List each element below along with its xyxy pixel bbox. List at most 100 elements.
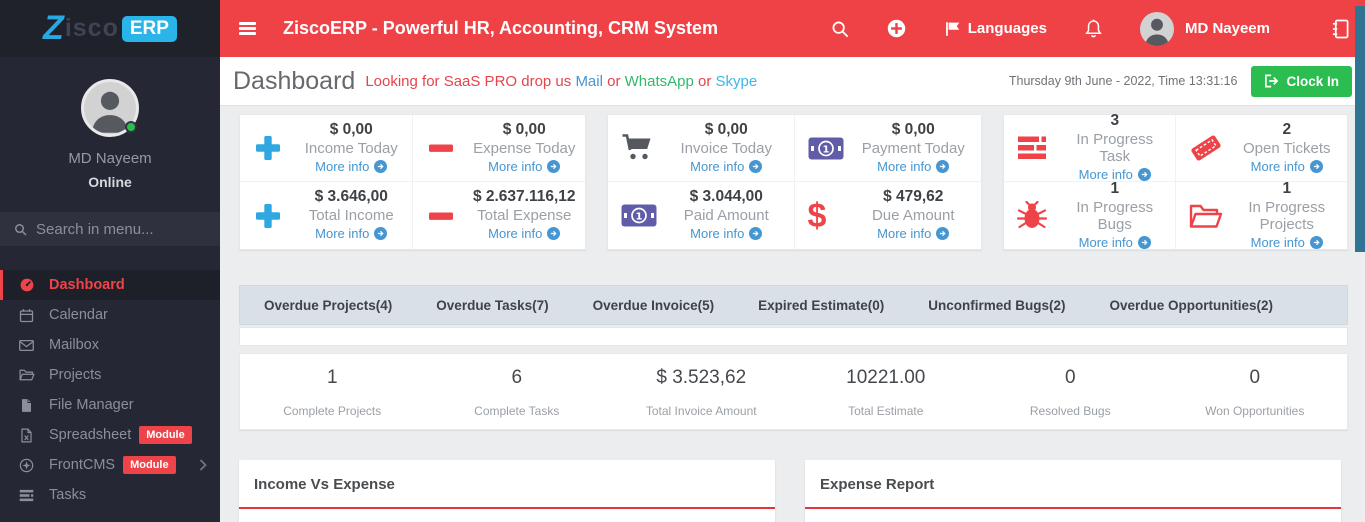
tab-unconfirmed-bugs[interactable]: Unconfirmed Bugs(2)	[928, 297, 1066, 313]
vertical-scrollbar[interactable]	[1355, 6, 1365, 252]
sidebar-item-calendar[interactable]: Calendar	[0, 300, 220, 330]
stat-value: $ 479,62	[883, 188, 944, 205]
logbook-button[interactable]	[1332, 19, 1349, 39]
notifications-button[interactable]	[1085, 19, 1102, 38]
cms-star-icon	[17, 458, 36, 473]
summary-value: 10221.00	[846, 367, 926, 388]
more-info-link[interactable]: More info	[488, 158, 561, 174]
more-info-label: More info	[1078, 167, 1133, 182]
tab-overdue-tasks[interactable]: Overdue Tasks(7)	[436, 297, 549, 313]
sidebar-user-status: Online	[88, 174, 132, 190]
more-info-link[interactable]: More info	[315, 159, 388, 174]
sidebar-item-tasks[interactable]: Tasks	[0, 480, 220, 510]
stat-cell-in-progress-projects: 1 In Progress Projects More info	[1176, 180, 1348, 250]
more-info-link[interactable]: More info	[877, 226, 950, 241]
sidebar-item-label: Projects	[49, 367, 102, 383]
summary-complete-projects: 1 Complete Projects	[240, 367, 425, 429]
navbar-search-button[interactable]	[831, 20, 849, 38]
stat-cell-total-expense: $ 2.637.116,12 Total Expense More info	[413, 182, 586, 249]
user-avatar[interactable]	[81, 79, 139, 137]
money-bill-icon: 1	[808, 137, 854, 160]
online-status-dot	[125, 121, 137, 133]
sidebar-item-label: Spreadsheet	[49, 427, 132, 443]
sidebar: ZiscoERP MD Nayeem Online Dashboard	[0, 0, 220, 522]
more-info-link[interactable]: More info	[488, 226, 561, 241]
more-info-link[interactable]: More info	[877, 159, 950, 174]
stat-label: In Progress Projects	[1248, 198, 1326, 233]
tab-overdue-opportunities[interactable]: Overdue Opportunities(2)	[1109, 297, 1273, 313]
sidebar-search[interactable]	[0, 212, 220, 246]
brand-erp-badge: ERP	[121, 15, 177, 42]
user-menu[interactable]: MD Nayeem	[1139, 11, 1270, 46]
stat-label: In Progress Task	[1076, 131, 1154, 165]
summary-won-opportunities: 0 Won Opportunities	[1163, 367, 1348, 429]
sidebar-item-mailbox[interactable]: Mailbox	[0, 330, 220, 360]
tasks-icon	[1017, 135, 1063, 161]
arrow-circle-right-icon	[374, 227, 388, 240]
more-info-label: More info	[488, 158, 543, 174]
tab-expired-estimate[interactable]: Expired Estimate(0)	[758, 297, 885, 313]
more-info-link[interactable]: More info	[690, 226, 763, 241]
minus-icon	[426, 201, 472, 231]
stat-label: In Progress Bugs	[1076, 198, 1154, 233]
stat-cell-in-progress-bugs: 1 In Progress Bugs More info	[1004, 180, 1176, 250]
brand-z-mark: Z	[43, 9, 64, 47]
sidebar-item-frontcms[interactable]: FrontCMS Module	[0, 450, 220, 480]
top-navbar: ZiscoERP - Powerful HR, Accounting, CRM …	[220, 0, 1365, 57]
clock-in-button[interactable]: Clock In	[1251, 65, 1352, 97]
skype-link[interactable]: Skype	[715, 72, 758, 90]
ticket-icon	[1189, 132, 1235, 164]
stat-value: $ 3.044,00	[689, 188, 763, 205]
more-info-label: More info	[488, 226, 543, 241]
more-info-link[interactable]: More info	[1251, 159, 1323, 174]
summary-panel: 1 Complete Projects 6 Complete Tasks $ 3…	[239, 353, 1348, 430]
arrow-circle-right-icon	[374, 159, 388, 173]
quick-add-button[interactable]	[887, 19, 906, 38]
navbar-user-name: MD Nayeem	[1184, 20, 1270, 37]
minus-icon	[426, 133, 472, 163]
stat-cell-in-progress-task: 3 In Progress Task More info	[1004, 112, 1176, 182]
money-bill-icon: 1	[621, 204, 667, 227]
subtitle-or: or	[698, 72, 712, 90]
plus-icon	[253, 133, 299, 163]
plus-icon	[253, 201, 299, 231]
stat-value: 2	[1282, 120, 1292, 138]
mail-link[interactable]: Mail	[575, 72, 603, 90]
more-info-link[interactable]: More info	[1251, 235, 1323, 250]
sidebar-item-projects[interactable]: Projects	[0, 360, 220, 390]
arrow-circle-right-icon	[749, 159, 763, 173]
person-silhouette-icon	[1145, 18, 1169, 46]
more-info-link[interactable]: More info	[690, 159, 763, 174]
whatsapp-link[interactable]: WhatsApp	[624, 72, 694, 90]
summary-label: Won Opportunities	[1205, 404, 1305, 418]
tasks-icon	[17, 489, 36, 502]
sidebar-item-label: Mailbox	[49, 337, 99, 353]
summary-total-invoice: $ 3.523,62 Total Invoice Amount	[609, 367, 794, 429]
navbar-actions: Languages MD Nayeem	[793, 11, 1365, 46]
sidebar-item-file-manager[interactable]: File Manager	[0, 390, 220, 420]
languages-menu[interactable]: Languages	[944, 20, 1047, 37]
income-expense-card: $ 0,00 Income Today More info $ 0,00 Exp…	[239, 114, 586, 250]
notebook-icon	[1332, 19, 1349, 38]
stat-value: $ 0,00	[704, 120, 748, 138]
panel-header: Expense Report	[805, 460, 1341, 509]
svg-text:1: 1	[822, 144, 829, 155]
more-info-link[interactable]: More info	[1079, 235, 1151, 250]
more-info-link[interactable]: More info	[1079, 167, 1151, 182]
tab-overdue-projects[interactable]: Overdue Projects(4)	[264, 297, 393, 313]
stat-cell-open-tickets: 2 Open Tickets More info	[1175, 115, 1347, 182]
svg-text:1: 1	[636, 211, 643, 222]
stat-label: Payment Today	[861, 139, 965, 157]
tab-overdue-invoice[interactable]: Overdue Invoice(5)	[592, 297, 715, 313]
calendar-icon	[17, 308, 36, 323]
summary-value: 6	[511, 367, 523, 388]
menu-toggle-icon[interactable]	[239, 20, 256, 38]
more-info-link[interactable]: More info	[315, 226, 388, 241]
sidebar-item-spreadsheet[interactable]: Spreadsheet Module	[0, 420, 220, 450]
sidebar-search-input[interactable]	[36, 220, 196, 238]
stat-cell-income-today: $ 0,00 Income Today More info	[240, 115, 413, 182]
sidebar-item-dashboard[interactable]: Dashboard	[0, 270, 220, 300]
subtitle-or: or	[607, 72, 621, 90]
sidebar-item-label: File Manager	[49, 397, 134, 413]
